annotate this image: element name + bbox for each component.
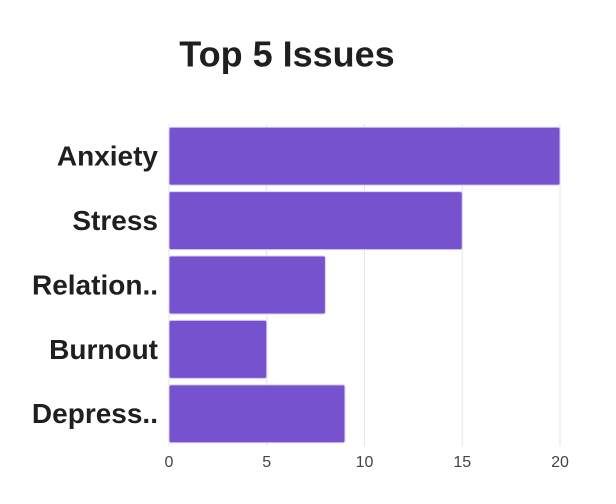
y-tick-label: Burnout	[49, 334, 158, 365]
x-tick-label: 10	[356, 454, 374, 471]
y-tick-label: Relation..	[32, 269, 158, 300]
bar	[168, 255, 326, 315]
bar	[168, 384, 346, 444]
y-tick-label: Depress..	[32, 398, 158, 429]
y-tick-label: Anxiety	[57, 141, 159, 172]
x-tick-label: 15	[453, 454, 471, 471]
bar	[168, 191, 463, 251]
x-tick-label: 20	[551, 454, 569, 471]
bar	[168, 126, 561, 186]
chart-title: Top 5 Issues	[179, 34, 394, 75]
x-tick-label: 5	[262, 454, 271, 471]
y-tick-label: Stress	[72, 205, 158, 236]
x-tick-label: 0	[165, 454, 174, 471]
bar	[168, 319, 268, 379]
